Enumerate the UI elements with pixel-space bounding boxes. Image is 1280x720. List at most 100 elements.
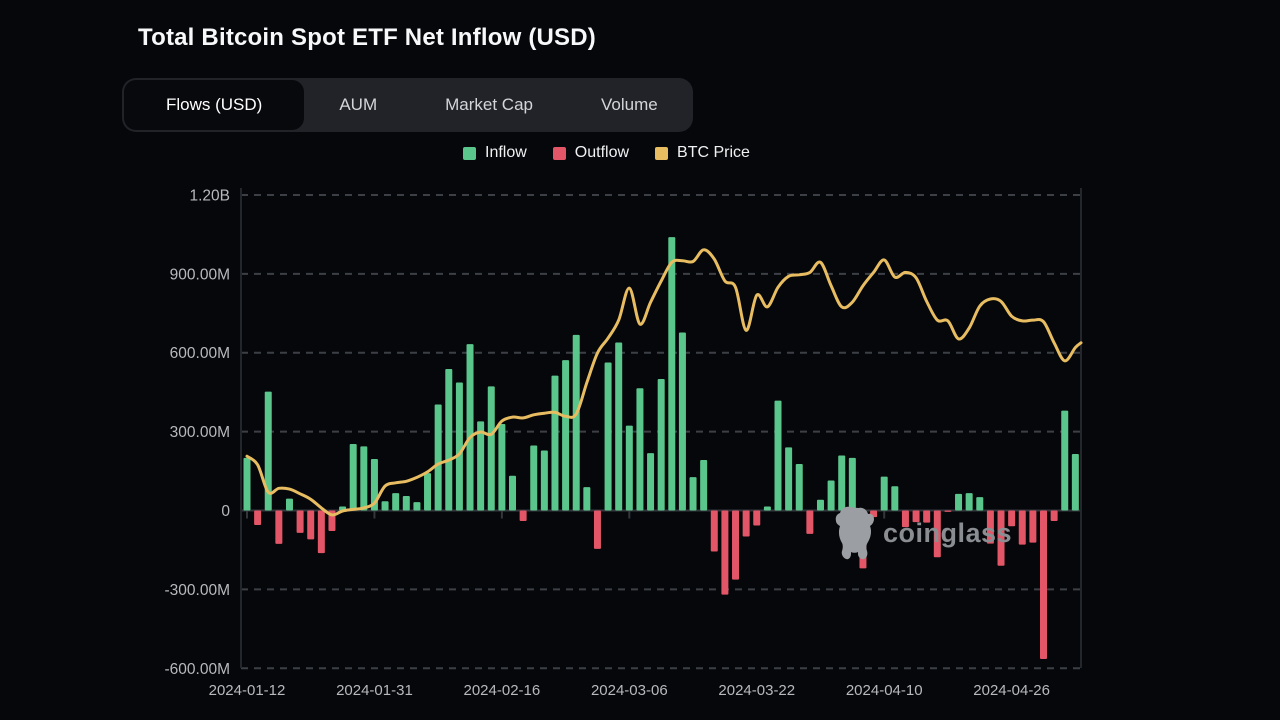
inflow-bar-2024-02-09[interactable] — [445, 369, 453, 511]
inflow-bar-2024-03-05[interactable] — [615, 342, 623, 511]
outflow-bar-2024-03-19[interactable] — [721, 510, 729, 595]
inflow-bar-2024-02-02[interactable] — [392, 493, 400, 511]
outflow-bar-2024-01-22[interactable] — [296, 510, 304, 533]
inflow-bar-2024-04-05[interactable] — [848, 457, 856, 511]
outflow-bar-2024-03-01[interactable] — [593, 510, 601, 549]
outflow-bar-2024-04-12[interactable] — [901, 510, 909, 528]
inflow-bar-2024-02-20[interactable] — [509, 475, 516, 511]
x-axis-label: 2024-01-31 — [336, 682, 413, 699]
inflow-bar-2024-04-22[interactable] — [965, 493, 973, 511]
inflow-bar-2024-05-06[interactable] — [1071, 453, 1079, 511]
outflow-bar-2024-04-29[interactable] — [1018, 510, 1026, 545]
inflow-bar-2024-04-11[interactable] — [891, 486, 899, 511]
tab-flows-usd[interactable]: Flows (USD) — [124, 80, 305, 130]
inflow-bar-2024-03-08[interactable] — [647, 453, 655, 511]
inflow-bar-2024-05-03[interactable] — [1061, 410, 1069, 511]
legend-item-btc-price[interactable]: BTC Price — [655, 144, 750, 162]
inflow-bar-2024-04-19[interactable] — [955, 493, 963, 511]
page-title: Total Bitcoin Spot ETF Net Inflow (USD) — [138, 24, 596, 51]
outflow-bar-2024-04-25[interactable] — [997, 510, 1005, 566]
tab-aum[interactable]: AUM — [306, 80, 410, 130]
x-axis-label: 2024-03-22 — [718, 682, 795, 699]
legend-label-btc-price: BTC Price — [677, 144, 750, 161]
outflow-bar-2024-04-17[interactable] — [933, 510, 941, 558]
outflow-bar-2024-04-09[interactable] — [870, 510, 878, 518]
tab-market-cap[interactable]: Market Cap — [412, 80, 566, 130]
inflow-bar-2024-02-27[interactable] — [562, 360, 570, 511]
outflow-bar-2024-04-24[interactable] — [986, 510, 994, 544]
inflow-bar-2024-01-30[interactable] — [360, 446, 368, 511]
legend-item-inflow[interactable]: Inflow — [463, 144, 527, 162]
outflow-bar-2024-04-18[interactable] — [944, 510, 952, 512]
outflow-bar-2024-01-16[interactable] — [254, 510, 262, 525]
inflow-bar-2024-02-22[interactable] — [530, 445, 538, 511]
inflow-bar-2024-02-23[interactable] — [540, 450, 548, 511]
inflow-bar-2024-03-13[interactable] — [678, 332, 686, 511]
outflow-bar-2024-02-21[interactable] — [519, 510, 527, 522]
inflow-bar-2024-04-04[interactable] — [838, 455, 846, 511]
inflow-bar-2024-02-12[interactable] — [455, 382, 463, 511]
outflow-bar-2024-04-15[interactable] — [912, 510, 920, 523]
inflow-bar-2024-01-17[interactable] — [264, 391, 272, 511]
inflow-bar-2024-02-28[interactable] — [572, 334, 580, 511]
inflow-bar-2024-03-07[interactable] — [636, 388, 644, 511]
inflow-bar-2024-03-11[interactable] — [657, 379, 665, 511]
inflow-bar-2024-03-06[interactable] — [625, 425, 633, 511]
inflow-bar-2024-02-15[interactable] — [487, 386, 495, 511]
inflow-bar-2024-03-26[interactable] — [774, 400, 782, 511]
inflow-bar-2024-03-12[interactable] — [668, 237, 676, 511]
inflow-bar-2024-01-19[interactable] — [285, 498, 293, 511]
inflow-bar-2024-02-16[interactable] — [498, 423, 506, 511]
inflow-bar-2024-02-06[interactable] — [413, 502, 421, 511]
inflow-bar-2024-03-28[interactable] — [795, 463, 803, 511]
outflow-bar-2024-03-20[interactable] — [732, 510, 740, 580]
legend-swatch-inflow — [463, 146, 476, 160]
btc-price-line[interactable] — [245, 248, 1083, 517]
outflow-bar-2024-03-18[interactable] — [710, 510, 718, 552]
inflow-bar-2024-01-29[interactable] — [349, 443, 357, 511]
legend-swatch-outflow — [552, 146, 566, 160]
outflow-bar-2024-01-24[interactable] — [317, 510, 325, 554]
outflow-bar-2024-01-23[interactable] — [307, 510, 315, 540]
outflow-bar-2024-05-02[interactable] — [1050, 510, 1058, 522]
y-axis-label: -600.00M — [165, 661, 230, 678]
legend-item-outflow[interactable]: Outflow — [552, 144, 629, 162]
outflow-bar-2024-03-21[interactable] — [742, 510, 750, 537]
flow-bars — [243, 237, 1079, 660]
inflow-bar-2024-02-08[interactable] — [434, 404, 442, 511]
inflow-bar-2024-03-27[interactable] — [785, 447, 793, 511]
inflow-bar-2024-01-12[interactable] — [243, 457, 251, 511]
outflow-bar-2024-04-26[interactable] — [1008, 510, 1016, 527]
x-axis-label: 2024-04-10 — [846, 682, 923, 699]
inflow-bar-2024-03-04[interactable] — [604, 362, 612, 511]
inflow-bar-2024-02-13[interactable] — [466, 344, 474, 511]
y-axis-label: 300.00M — [170, 424, 230, 441]
x-axis-label: 2024-01-12 — [209, 682, 286, 699]
tab-volume[interactable]: Volume — [568, 80, 691, 130]
outflow-bar-2024-04-16[interactable] — [923, 510, 931, 523]
outflow-bar-2024-04-01[interactable] — [806, 510, 814, 534]
inflow-bar-2024-02-29[interactable] — [583, 487, 591, 511]
inflow-bar-2024-04-03[interactable] — [827, 480, 835, 511]
inflow-bar-2024-04-02[interactable] — [816, 499, 824, 511]
inflow-bar-2024-02-05[interactable] — [402, 496, 410, 511]
inflow-bar-2024-02-07[interactable] — [424, 473, 432, 511]
outflow-bar-2024-04-30[interactable] — [1029, 510, 1037, 543]
inflow-bar-2024-03-14[interactable] — [689, 477, 697, 511]
legend-swatch-btc-price — [655, 146, 669, 160]
outflow-bar-2024-04-08[interactable] — [859, 510, 867, 569]
outflow-bar-2024-01-18[interactable] — [275, 510, 283, 544]
inflow-bar-2024-02-14[interactable] — [477, 421, 485, 511]
inflow-bar-2024-02-01[interactable] — [381, 501, 389, 511]
outflow-bar-2024-03-22[interactable] — [753, 510, 761, 526]
inflow-bar-2024-01-31[interactable] — [370, 458, 378, 511]
outflow-bar-2024-05-01[interactable] — [1040, 510, 1047, 660]
y-axis-label: 1.20B — [189, 187, 230, 204]
inflow-bar-2024-03-25[interactable] — [763, 506, 771, 511]
inflow-bar-2024-03-15[interactable] — [700, 460, 708, 511]
inflow-bar-2024-04-23[interactable] — [976, 497, 984, 511]
inflow-bar-2024-04-10[interactable] — [880, 476, 888, 511]
inflow-bar-2024-02-26[interactable] — [551, 375, 559, 511]
